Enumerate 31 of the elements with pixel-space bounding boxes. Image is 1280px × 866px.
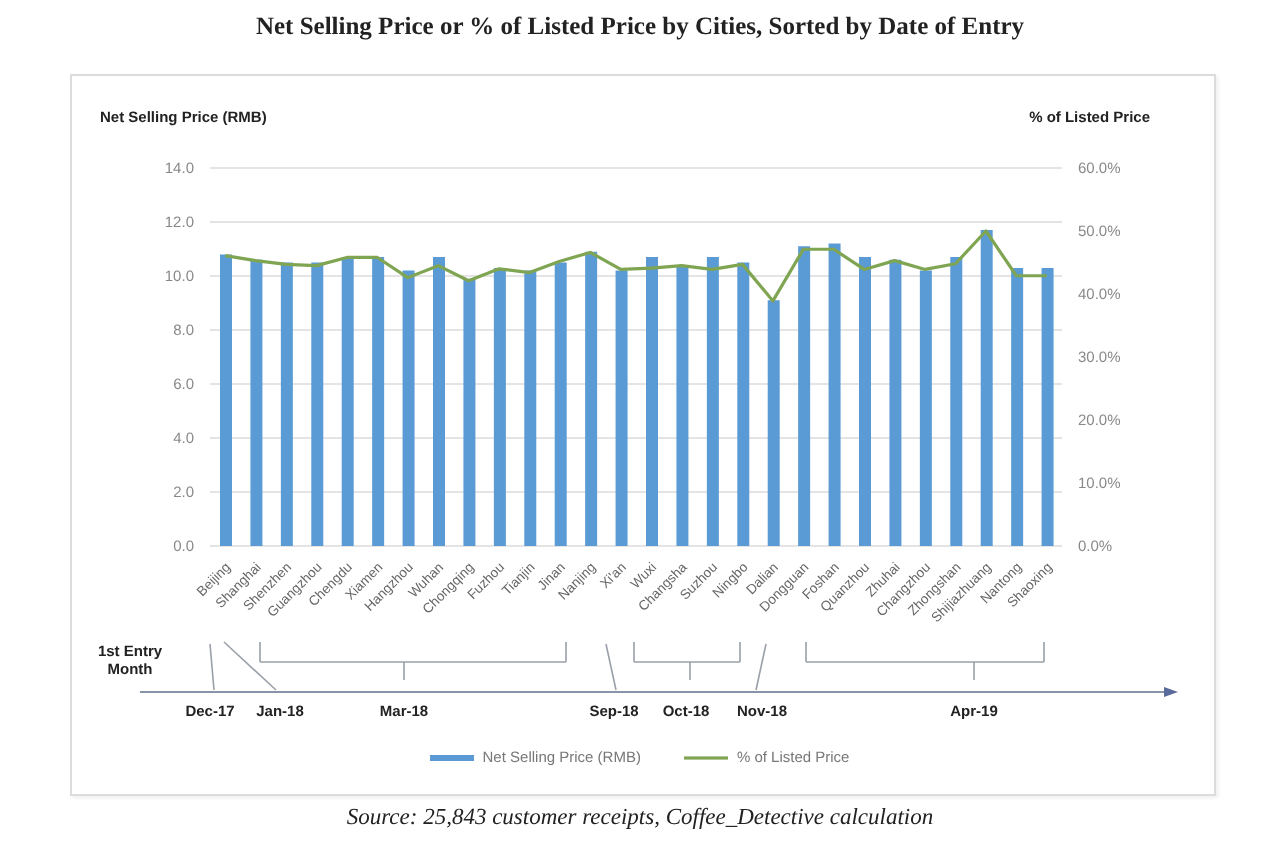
bar [433, 257, 445, 546]
bar [1011, 267, 1024, 546]
bar [646, 257, 658, 546]
bar [341, 257, 354, 546]
bar [554, 262, 567, 546]
bar [950, 257, 963, 546]
bar [402, 270, 415, 546]
bar [585, 251, 598, 546]
bar [737, 262, 750, 546]
bar [311, 262, 324, 546]
bar [1041, 267, 1054, 546]
bar [706, 257, 719, 546]
source-note: Source: 25,843 customer receipts, Coffee_Detective calculation [344, 806, 936, 830]
line-series [223, 229, 1049, 303]
bar [493, 267, 506, 546]
bar [798, 246, 811, 546]
bar [889, 259, 902, 546]
bar [463, 278, 476, 546]
bar [859, 257, 871, 546]
bar [980, 230, 993, 546]
bar [372, 257, 385, 546]
chart-title: Net Selling Price or % of Listed Price by Cities, Sorted by Date of Entry [253, 12, 1027, 42]
bar [767, 300, 780, 546]
bar [615, 270, 628, 546]
bar [524, 270, 537, 546]
bar [250, 259, 263, 546]
bar [280, 262, 293, 546]
bar [676, 265, 689, 546]
bar [828, 243, 841, 546]
bar [220, 254, 232, 546]
bar [919, 270, 932, 546]
